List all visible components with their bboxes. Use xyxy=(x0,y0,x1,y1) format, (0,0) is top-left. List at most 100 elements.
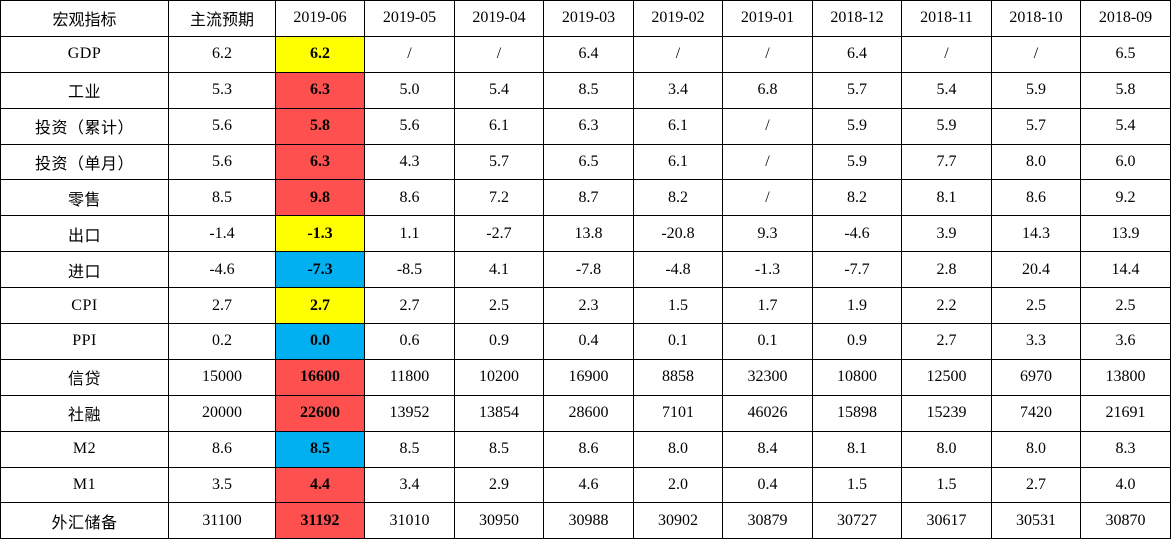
history-value-cell: 5.7 xyxy=(991,107,1081,145)
history-value-cell: 2.5 xyxy=(991,287,1081,325)
history-value-cell: 1.5 xyxy=(812,466,902,504)
history-value-cell: 6.1 xyxy=(633,107,723,145)
history-value-cell: 9.2 xyxy=(1080,179,1171,217)
indicator-name-cell: 零售 xyxy=(0,179,169,217)
history-value-cell: 15239 xyxy=(901,394,992,432)
history-value-cell: 20.4 xyxy=(991,251,1081,289)
table-row: 进口 -4.6 -7.3 -8.5 4.1 -7.8 -4.8 -1.3 -7.7 2.8 20.4… xyxy=(0,251,1171,289)
history-value-cell: 6.5 xyxy=(1080,35,1171,73)
history-value-cell: 6.8 xyxy=(722,71,813,109)
current-value-cell: 16600 xyxy=(275,358,365,396)
indicator-name-cell: 工业 xyxy=(0,71,169,109)
indicator-name-cell: M2 xyxy=(0,430,169,468)
history-value-cell: 8.2 xyxy=(812,179,902,217)
current-value-cell: 6.3 xyxy=(275,71,365,109)
history-value-cell: 3.4 xyxy=(364,466,455,504)
history-value-cell: -4.8 xyxy=(633,251,723,289)
column-header: 2019-02 xyxy=(633,0,723,37)
history-value-cell: / xyxy=(991,35,1081,73)
history-value-cell: 5.7 xyxy=(454,143,544,181)
history-value-cell: 4.1 xyxy=(454,251,544,289)
column-header: 2019-04 xyxy=(454,0,544,37)
history-value-cell: / xyxy=(633,35,723,73)
history-value-cell: 8.5 xyxy=(454,430,544,468)
history-value-cell: 2.8 xyxy=(901,251,992,289)
history-value-cell: 13.9 xyxy=(1080,215,1171,253)
expected-value-cell: 2.7 xyxy=(168,287,276,325)
current-value-cell: 22600 xyxy=(275,394,365,432)
history-value-cell: / xyxy=(901,35,992,73)
history-value-cell: -7.7 xyxy=(812,251,902,289)
history-value-cell: 5.9 xyxy=(812,143,902,181)
history-value-cell: 8.6 xyxy=(364,179,455,217)
history-value-cell: 8.5 xyxy=(364,430,455,468)
history-value-cell: 2.7 xyxy=(364,287,455,325)
history-value-cell: 6.1 xyxy=(454,107,544,145)
history-value-cell: 5.4 xyxy=(901,71,992,109)
history-value-cell: 1.9 xyxy=(812,287,902,325)
history-value-cell: 32300 xyxy=(722,358,813,396)
history-value-cell: 2.7 xyxy=(901,323,992,360)
history-value-cell: 4.3 xyxy=(364,143,455,181)
history-value-cell: -7.8 xyxy=(543,251,634,289)
history-value-cell: 30727 xyxy=(812,502,902,540)
history-value-cell: 5.0 xyxy=(364,71,455,109)
expected-value-cell: -1.4 xyxy=(168,215,276,253)
history-value-cell: / xyxy=(364,35,455,73)
history-value-cell: / xyxy=(722,35,813,73)
history-value-cell: 14.3 xyxy=(991,215,1081,253)
history-value-cell: 6.0 xyxy=(1080,143,1171,181)
history-value-cell: / xyxy=(722,107,813,145)
indicator-name-cell: 投资（单月） xyxy=(0,143,169,181)
history-value-cell: 7.7 xyxy=(901,143,992,181)
table-row: 零售 8.5 9.8 8.6 7.2 8.7 8.2/8.2 8.1 8.6 9.2 xyxy=(0,179,1171,217)
history-value-cell: 2.9 xyxy=(454,466,544,504)
current-value-cell: 5.8 xyxy=(275,107,365,145)
history-value-cell: 0.9 xyxy=(812,323,902,360)
history-value-cell: 16900 xyxy=(543,358,634,396)
history-value-cell: 30950 xyxy=(454,502,544,540)
column-header: 2019-03 xyxy=(543,0,634,37)
history-value-cell: 8.0 xyxy=(901,430,992,468)
history-value-cell: 0.1 xyxy=(633,323,723,360)
table-row: M1 3.5 4.4 3.4 2.9 4.6 2.0 0.4 1.5 1.5 2.7 4.0 xyxy=(0,466,1171,504)
history-value-cell: -1.3 xyxy=(722,251,813,289)
history-value-cell: / xyxy=(722,179,813,217)
history-value-cell: 0.9 xyxy=(454,323,544,360)
column-header: 2019-05 xyxy=(364,0,455,37)
history-value-cell: 5.9 xyxy=(901,107,992,145)
table-row: 信贷 15000 16600 11800 10200 16900 8858 32300 1080… xyxy=(0,358,1171,396)
history-value-cell: 8.0 xyxy=(633,430,723,468)
table-row: M2 8.6 8.5 8.5 8.5 8.6 8.0 8.4 8.1 8.0 8.0 8.3 xyxy=(0,430,1171,468)
history-value-cell: 5.8 xyxy=(1080,71,1171,109)
history-value-cell: 4.6 xyxy=(543,466,634,504)
table-row: 投资（累计） 5.6 5.8 5.6 6.1 6.3 6.1/5.9 5.9 5.7 5.4 xyxy=(0,107,1171,145)
indicator-name-cell: 进口 xyxy=(0,251,169,289)
current-value-cell: 6.3 xyxy=(275,143,365,181)
indicator-name-cell: 外汇储备 xyxy=(0,502,169,540)
history-value-cell: 30988 xyxy=(543,502,634,540)
history-value-cell: 2.2 xyxy=(901,287,992,325)
indicator-name-cell: 投资（累计） xyxy=(0,107,169,145)
header-row: 宏观指标 主流预期 2019-06 2019-05 2019-04 2019-03 2019… xyxy=(0,0,1171,37)
current-value-cell: 9.8 xyxy=(275,179,365,217)
history-value-cell: 0.1 xyxy=(722,323,813,360)
history-value-cell: 5.7 xyxy=(812,71,902,109)
table-row: 外汇储备 31100 31192 31010 30950 30988 30902 30879 3… xyxy=(0,502,1171,540)
expected-value-cell: 8.5 xyxy=(168,179,276,217)
expected-value-cell: 5.6 xyxy=(168,107,276,145)
expected-value-cell: 15000 xyxy=(168,358,276,396)
history-value-cell: 30531 xyxy=(991,502,1081,540)
history-value-cell: 3.3 xyxy=(991,323,1081,360)
history-value-cell: 4.0 xyxy=(1080,466,1171,504)
history-value-cell: 0.4 xyxy=(722,466,813,504)
history-value-cell: 3.4 xyxy=(633,71,723,109)
column-header: 宏观指标 xyxy=(0,0,169,37)
indicator-name-cell: 出口 xyxy=(0,215,169,253)
expected-value-cell: -4.6 xyxy=(168,251,276,289)
history-value-cell: 30902 xyxy=(633,502,723,540)
history-value-cell: -2.7 xyxy=(454,215,544,253)
history-value-cell: 0.4 xyxy=(543,323,634,360)
history-value-cell: -8.5 xyxy=(364,251,455,289)
current-value-cell: 31192 xyxy=(275,502,365,540)
